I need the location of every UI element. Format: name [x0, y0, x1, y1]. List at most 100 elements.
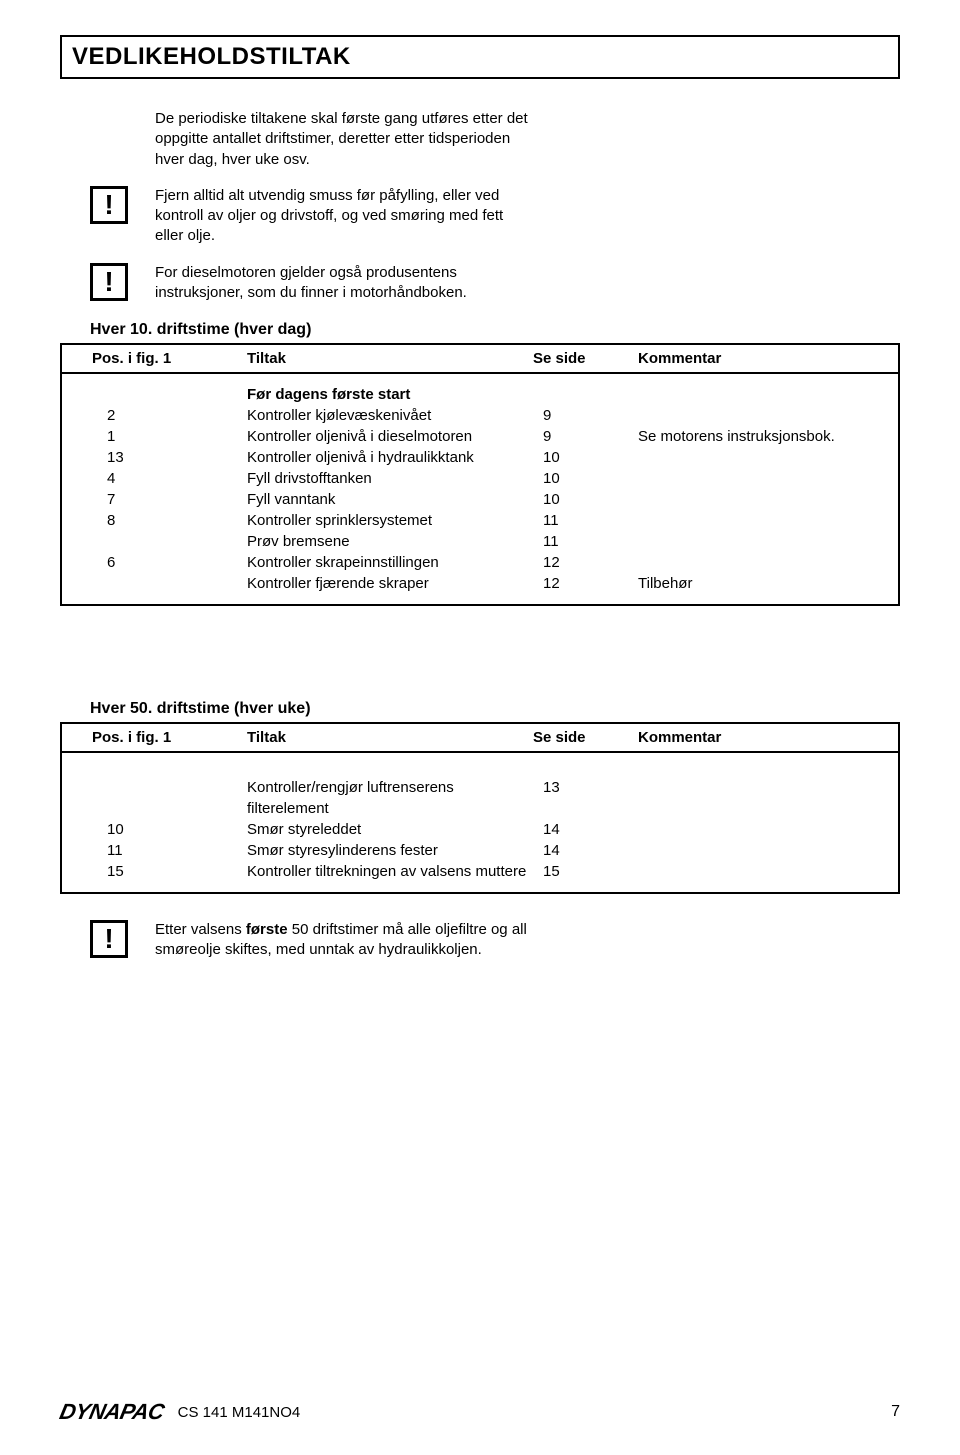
cell-komm — [638, 861, 888, 882]
cell-pos: 13 — [92, 447, 247, 468]
cell-side: 10 — [533, 468, 638, 489]
cell-tiltak: Kontroller skrapeinnstillingen — [247, 552, 533, 573]
cell-pos — [92, 531, 247, 552]
col-komm-header: Kommentar — [638, 729, 888, 746]
cell-pos: 10 — [92, 819, 247, 840]
cell-side: 12 — [533, 552, 638, 573]
cell-side: 10 — [533, 447, 638, 468]
table-body-1: Før dagens første start 2Kontroller kjøl… — [60, 372, 900, 606]
cell-pos: 2 — [92, 405, 247, 426]
cell-komm — [638, 468, 888, 489]
intro-block: De periodiske tiltakene skal første gang… — [155, 109, 535, 170]
cell-pos: 7 — [92, 489, 247, 510]
cell-side: 14 — [533, 840, 638, 861]
table-row: 2Kontroller kjølevæskenivået9 — [92, 405, 888, 426]
cell-tiltak: Kontroller sprinklersystemet — [247, 510, 533, 531]
cell-side: 12 — [533, 573, 638, 594]
cell-tiltak: Kontroller/rengjør luftrenserens filtere… — [247, 777, 533, 819]
footer-code: CS 141 M141NO4 — [178, 1404, 301, 1421]
cell-side: 9 — [533, 405, 638, 426]
footer-left: DYNAPAC CS 141 M141NO4 — [60, 1399, 300, 1425]
cell-pos: 11 — [92, 840, 247, 861]
table-row: 13Kontroller oljenivå i hydraulikktank10 — [92, 447, 888, 468]
cell-tiltak: Fyll drivstofftanken — [247, 468, 533, 489]
footer: DYNAPAC CS 141 M141NO4 7 — [60, 1399, 900, 1425]
cell-tiltak: Kontroller tiltrekningen av valsens mutt… — [247, 861, 533, 882]
cell-komm — [638, 531, 888, 552]
exclamation-icon: ! — [90, 263, 128, 301]
table-row: Prøv bremsene11 — [92, 531, 888, 552]
cell-side: 11 — [533, 531, 638, 552]
cell-komm — [638, 552, 888, 573]
bottom-warning-row: ! Etter valsens første 50 driftstimer må… — [60, 920, 900, 961]
cell-pos — [92, 777, 247, 819]
cell-tiltak: Smør styresylinderens fester — [247, 840, 533, 861]
bottom-warning-text: Etter valsens første 50 driftstimer må a… — [155, 920, 535, 961]
col-tiltak-header: Tiltak — [247, 729, 533, 746]
warning-row-2: ! For dieselmotoren gjelder også produse… — [60, 263, 900, 304]
intro-text: De periodiske tiltakene skal første gang… — [155, 109, 535, 170]
table-row: 7Fyll vanntank10 — [92, 489, 888, 510]
cell-komm — [638, 840, 888, 861]
cell-komm — [638, 819, 888, 840]
page-number: 7 — [891, 1403, 900, 1421]
cell-komm — [638, 405, 888, 426]
cell-tiltak: Fyll vanntank — [247, 489, 533, 510]
cell-tiltak: Prøv bremsene — [247, 531, 533, 552]
cell-pos — [92, 573, 247, 594]
cell-side: 14 — [533, 819, 638, 840]
section2-table: Pos. i fig. 1 Tiltak Se side Kommentar K… — [60, 722, 900, 894]
cell-side: 13 — [533, 777, 638, 819]
cell-tiltak: Kontroller kjølevæskenivået — [247, 405, 533, 426]
exclamation-icon: ! — [90, 920, 128, 958]
col-tiltak-header: Tiltak — [247, 350, 533, 367]
table-row: 1Kontroller oljenivå i dieselmotoren9Se … — [92, 426, 888, 447]
section2-heading: Hver 50. driftstime (hver uke) — [90, 700, 900, 718]
cell-tiltak: Kontroller oljenivå i dieselmotoren — [247, 426, 533, 447]
pre-row: Før dagens første start — [92, 384, 888, 405]
cell-pos: 8 — [92, 510, 247, 531]
col-pos-header: Pos. i fig. 1 — [92, 350, 247, 367]
table-row: 15Kontroller tiltrekningen av valsens mu… — [92, 861, 888, 882]
page-title: VEDLIKEHOLDSTILTAK — [72, 43, 888, 71]
section1-table: Pos. i fig. 1 Tiltak Se side Kommentar F… — [60, 343, 900, 606]
cell-side: 10 — [533, 489, 638, 510]
cell-komm — [638, 777, 888, 819]
pre-row-text: Før dagens første start — [247, 384, 533, 405]
cell-side: 15 — [533, 861, 638, 882]
cell-komm — [638, 510, 888, 531]
col-side-header: Se side — [533, 729, 638, 746]
warning-text-1: Fjern alltid alt utvendig smuss før påfy… — [155, 186, 535, 247]
table-row: Kontroller/rengjør luftrenserens filtere… — [92, 777, 888, 819]
table-body-2: Kontroller/rengjør luftrenserens filtere… — [60, 751, 900, 894]
title-box: VEDLIKEHOLDSTILTAK — [60, 35, 900, 79]
exclamation-icon: ! — [90, 186, 128, 224]
table-row: 11Smør styresylinderens fester14 — [92, 840, 888, 861]
table-row: Kontroller fjærende skraper12Tilbehør — [92, 573, 888, 594]
table-row: 10Smør styreleddet14 — [92, 819, 888, 840]
cell-pos: 15 — [92, 861, 247, 882]
logo: DYNAPAC — [57, 1399, 166, 1425]
table-row: 4Fyll drivstofftanken10 — [92, 468, 888, 489]
warning-text-2: For dieselmotoren gjelder også produsent… — [155, 263, 535, 304]
cell-tiltak: Smør styreleddet — [247, 819, 533, 840]
col-side-header: Se side — [533, 350, 638, 367]
cell-komm: Se motorens instruksjonsbok. — [638, 426, 888, 447]
cell-pos: 4 — [92, 468, 247, 489]
cell-pos: 1 — [92, 426, 247, 447]
cell-komm: Tilbehør — [638, 573, 888, 594]
col-pos-header: Pos. i fig. 1 — [92, 729, 247, 746]
table-row: 8Kontroller sprinklersystemet11 — [92, 510, 888, 531]
cell-komm — [638, 447, 888, 468]
cell-tiltak: Kontroller oljenivå i hydraulikktank — [247, 447, 533, 468]
table-row: 6Kontroller skrapeinnstillingen12 — [92, 552, 888, 573]
table-header: Pos. i fig. 1 Tiltak Se side Kommentar — [62, 345, 898, 372]
cell-side: 9 — [533, 426, 638, 447]
cell-side: 11 — [533, 510, 638, 531]
col-komm-header: Kommentar — [638, 350, 888, 367]
cell-pos: 6 — [92, 552, 247, 573]
warning-row-1: ! Fjern alltid alt utvendig smuss før på… — [60, 186, 900, 247]
table-header: Pos. i fig. 1 Tiltak Se side Kommentar — [62, 724, 898, 751]
cell-tiltak: Kontroller fjærende skraper — [247, 573, 533, 594]
section1-heading: Hver 10. driftstime (hver dag) — [90, 321, 900, 339]
